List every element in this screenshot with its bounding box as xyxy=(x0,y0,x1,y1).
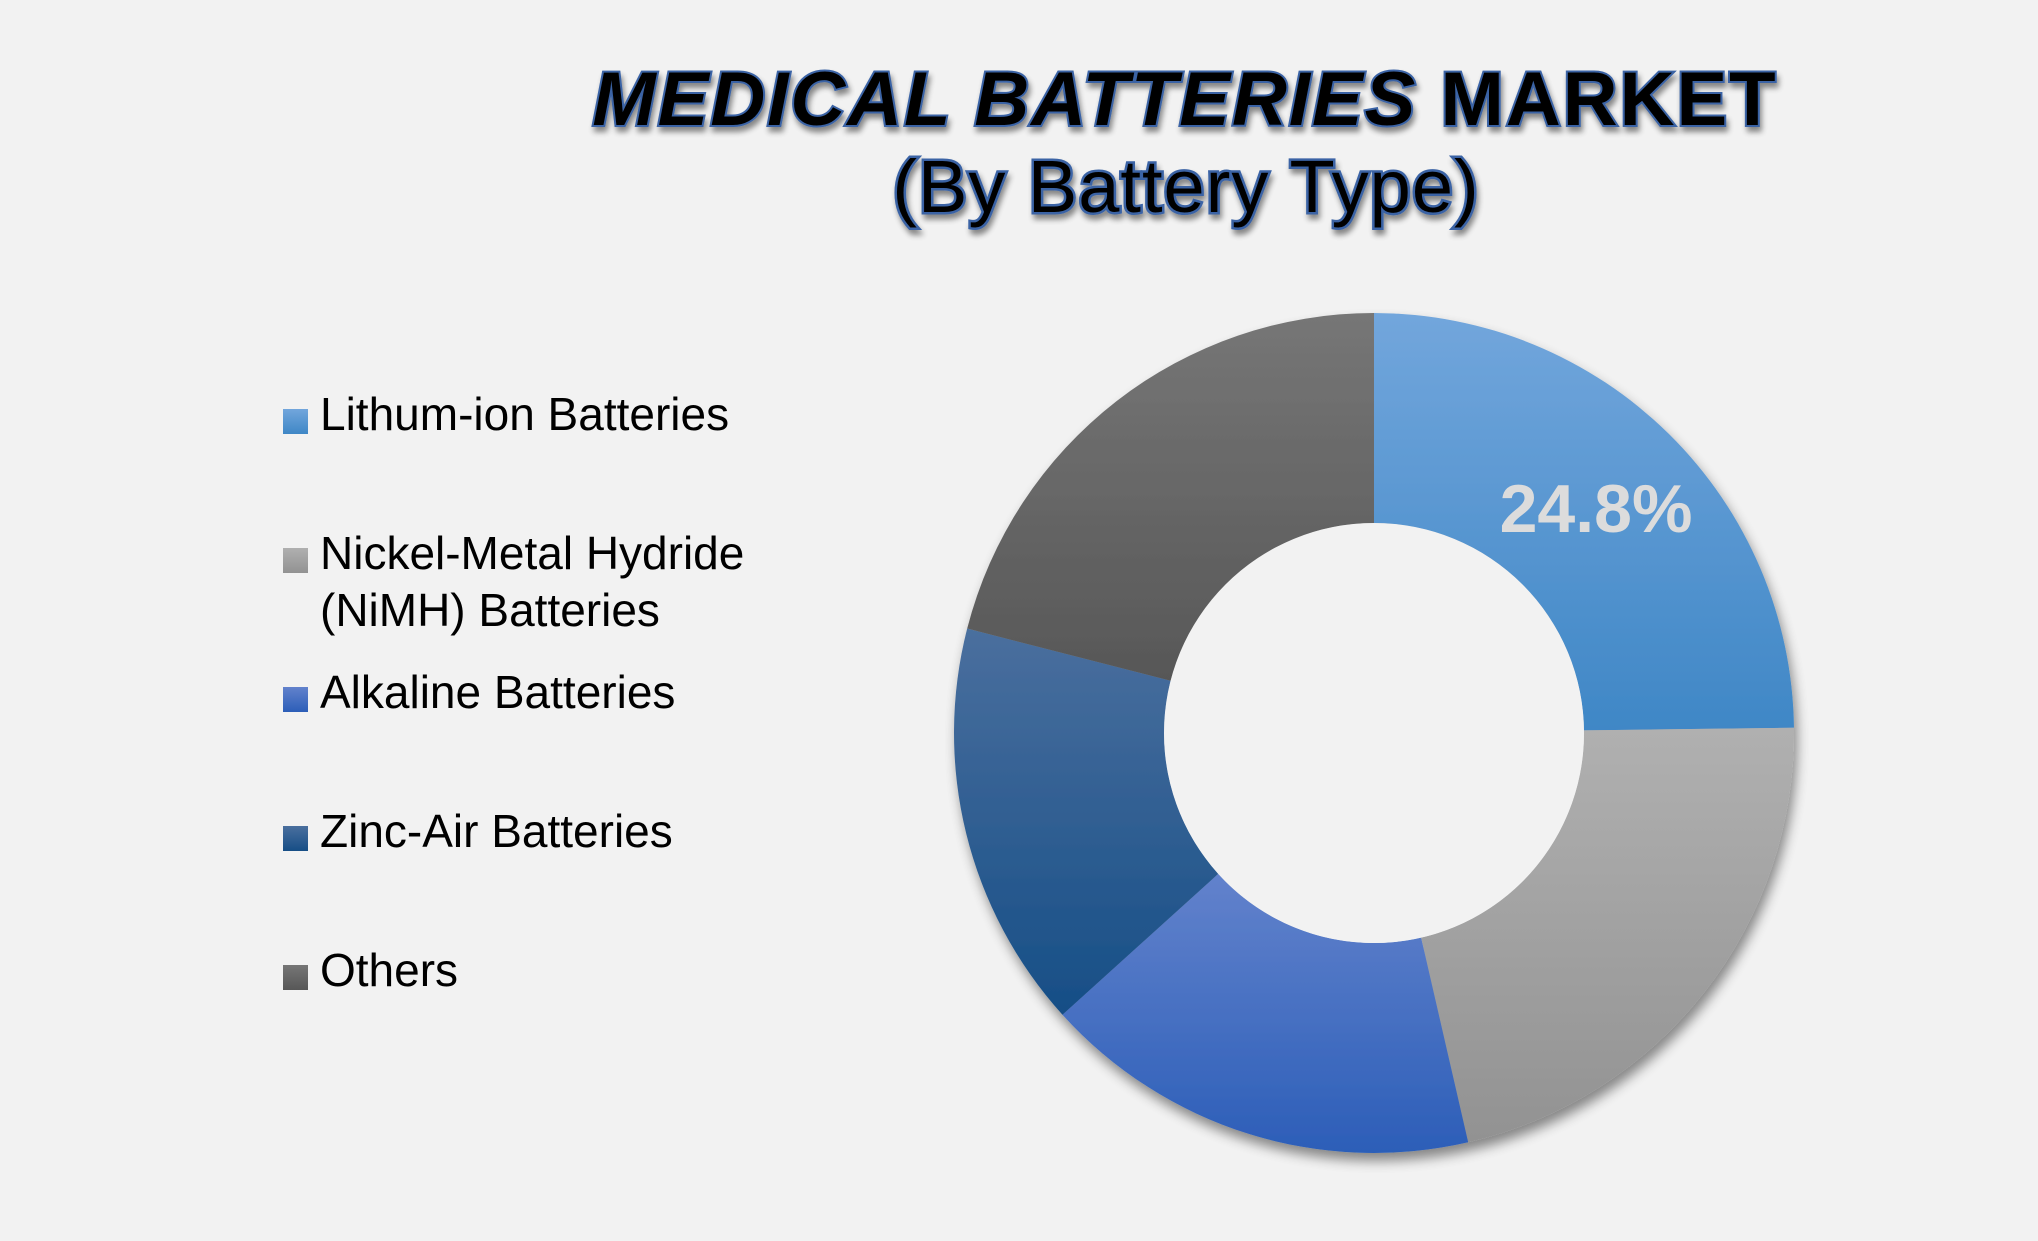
donut-slice-alkaline[interactable] xyxy=(1062,873,1469,1153)
legend-swatch-zinc-air xyxy=(283,826,308,851)
donut-slice-nimh[interactable] xyxy=(1421,727,1794,1143)
legend-item-nimh[interactable]: Nickel-Metal Hydride (NiMH) Batteries xyxy=(283,527,820,639)
chart-title-line1: MEDICAL BATTERIES MARKET xyxy=(592,57,1777,142)
chart-title-regular: MARKET xyxy=(1417,57,1777,142)
donut-slices xyxy=(954,313,1794,1153)
legend-item-others[interactable]: Others xyxy=(283,944,820,999)
chart-title: MEDICAL BATTERIES MARKET (By Battery Typ… xyxy=(0,0,2038,250)
donut-hole xyxy=(1164,523,1584,943)
legend-swatch-alkaline xyxy=(283,687,308,712)
legend-swatch-nimh xyxy=(283,548,308,573)
legend-item-lithium-ion[interactable]: Lithum-ion Batteries xyxy=(283,388,820,443)
donut-slice-zinc-air[interactable] xyxy=(954,628,1219,1015)
donut-slice-lithium-ion[interactable] xyxy=(1374,313,1794,731)
legend-item-alkaline[interactable]: Alkaline Batteries xyxy=(283,666,820,721)
legend-label: Nickel-Metal Hydride (NiMH) Batteries xyxy=(320,527,745,636)
legend-label: Alkaline Batteries xyxy=(320,666,676,718)
legend-swatch-others xyxy=(283,965,308,990)
legend-swatch-lithium-ion xyxy=(283,409,308,434)
chart-title-graphic: MEDICAL BATTERIES MARKET (By Battery Typ… xyxy=(590,55,1777,231)
chart-title-italic: MEDICAL BATTERIES xyxy=(592,57,1417,142)
chart-subtitle: (By Battery Type) xyxy=(892,145,1479,228)
legend-label: Lithum-ion Batteries xyxy=(320,388,730,440)
legend-label: Others xyxy=(320,944,459,996)
legend-item-zinc-air[interactable]: Zinc-Air Batteries xyxy=(283,805,820,860)
donut-slice-others[interactable] xyxy=(967,313,1374,681)
legend-label: Zinc-Air Batteries xyxy=(320,805,673,857)
chart-legend: Lithum-ion Batteries Nickel-Metal Hydrid… xyxy=(283,0,843,1241)
